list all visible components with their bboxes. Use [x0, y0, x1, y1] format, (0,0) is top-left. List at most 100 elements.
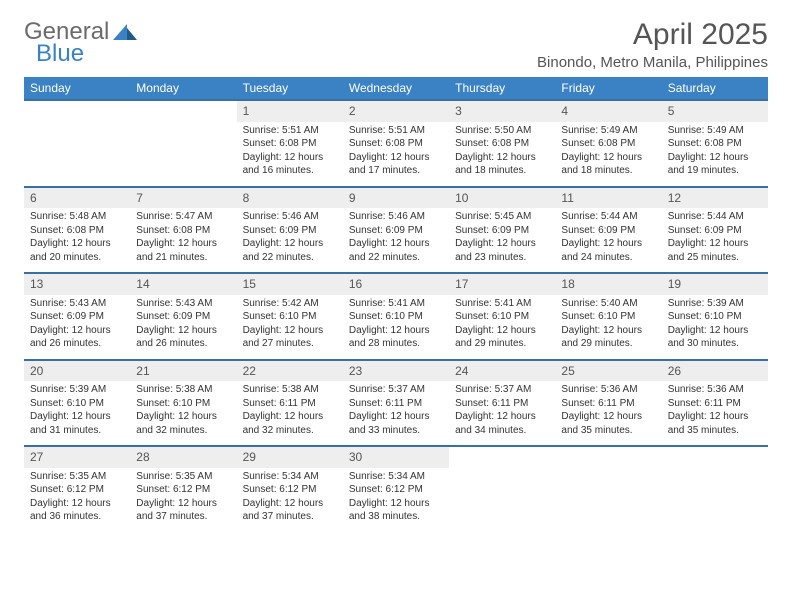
- day-details-cell: Sunrise: 5:35 AMSunset: 6:12 PMDaylight:…: [24, 468, 130, 532]
- sunset-text: Sunset: 6:08 PM: [30, 224, 124, 238]
- day-details-cell: [555, 468, 661, 532]
- sunset-text: Sunset: 6:12 PM: [349, 483, 443, 497]
- sunset-text: Sunset: 6:08 PM: [243, 137, 337, 151]
- sunset-text: Sunset: 6:10 PM: [136, 397, 230, 411]
- day-number: 8: [243, 191, 250, 205]
- logo-word-blue: Blue: [24, 40, 84, 68]
- day-details-cell: Sunrise: 5:46 AMSunset: 6:09 PMDaylight:…: [237, 208, 343, 273]
- day-details-cell: Sunrise: 5:37 AMSunset: 6:11 PMDaylight:…: [449, 381, 555, 446]
- sunrise-text: Sunrise: 5:34 AM: [349, 470, 443, 484]
- sunrise-text: Sunrise: 5:46 AM: [349, 210, 443, 224]
- day-number: 30: [349, 450, 362, 464]
- weekday-header: Friday: [555, 77, 661, 100]
- day-number: 29: [243, 450, 256, 464]
- sunset-text: Sunset: 6:10 PM: [455, 310, 549, 324]
- daylight-text: Daylight: 12 hours and 29 minutes.: [561, 324, 655, 351]
- sunrise-text: Sunrise: 5:45 AM: [455, 210, 549, 224]
- daylight-text: Daylight: 12 hours and 35 minutes.: [561, 410, 655, 437]
- sunrise-text: Sunrise: 5:35 AM: [136, 470, 230, 484]
- details-row: Sunrise: 5:35 AMSunset: 6:12 PMDaylight:…: [24, 468, 768, 532]
- daylight-text: Daylight: 12 hours and 22 minutes.: [243, 237, 337, 264]
- day-number: 18: [561, 277, 574, 291]
- day-number: 2: [349, 104, 356, 118]
- day-number: 15: [243, 277, 256, 291]
- weekday-header-row: SundayMondayTuesdayWednesdayThursdayFrid…: [24, 77, 768, 100]
- day-number-cell: 14: [130, 273, 236, 295]
- day-number-cell: 11: [555, 187, 661, 209]
- daylight-text: Daylight: 12 hours and 29 minutes.: [455, 324, 549, 351]
- day-number-cell: [555, 446, 661, 468]
- daylight-text: Daylight: 12 hours and 25 minutes.: [668, 237, 762, 264]
- header: General Blue April 2025 Binondo, Metro M…: [24, 18, 768, 71]
- sunrise-text: Sunrise: 5:37 AM: [349, 383, 443, 397]
- sunrise-text: Sunrise: 5:40 AM: [561, 297, 655, 311]
- day-number-cell: 3: [449, 100, 555, 122]
- daylight-text: Daylight: 12 hours and 37 minutes.: [136, 497, 230, 524]
- day-number-cell: 13: [24, 273, 130, 295]
- sunrise-text: Sunrise: 5:43 AM: [30, 297, 124, 311]
- sunrise-text: Sunrise: 5:48 AM: [30, 210, 124, 224]
- day-number: 28: [136, 450, 149, 464]
- daylight-text: Daylight: 12 hours and 22 minutes.: [349, 237, 443, 264]
- day-number-cell: [449, 446, 555, 468]
- page-title: April 2025: [537, 18, 768, 52]
- details-row: Sunrise: 5:48 AMSunset: 6:08 PM Daylight:…: [24, 208, 768, 273]
- sunset-text: Sunset: 6:12 PM: [243, 483, 337, 497]
- day-number: 14: [136, 277, 149, 291]
- sunrise-text: Sunrise: 5:47 AM: [136, 210, 230, 224]
- daylight-text: Daylight: 12 hours and 28 minutes.: [349, 324, 443, 351]
- day-number-cell: 17: [449, 273, 555, 295]
- day-details-cell: Sunrise: 5:50 AMSunset: 6:08 PMDaylight:…: [449, 122, 555, 187]
- weekday-header: Monday: [130, 77, 236, 100]
- sunset-text: Sunset: 6:10 PM: [668, 310, 762, 324]
- sunrise-text: Sunrise: 5:35 AM: [30, 470, 124, 484]
- day-details-cell: Sunrise: 5:36 AMSunset: 6:11 PMDaylight:…: [662, 381, 768, 446]
- daynum-row: 6789101112: [24, 187, 768, 209]
- sunset-text: Sunset: 6:09 PM: [136, 310, 230, 324]
- day-number-cell: 27: [24, 446, 130, 468]
- day-details-cell: Sunrise: 5:51 AMSunset: 6:08 PMDaylight:…: [343, 122, 449, 187]
- daylight-text: Daylight: 12 hours and 18 minutes.: [455, 151, 549, 178]
- day-number-cell: 26: [662, 360, 768, 382]
- day-number-cell: 30: [343, 446, 449, 468]
- sunset-text: Sunset: 6:09 PM: [455, 224, 549, 238]
- calendar-table: SundayMondayTuesdayWednesdayThursdayFrid…: [24, 77, 768, 532]
- day-number-cell: 28: [130, 446, 236, 468]
- sunrise-text: Sunrise: 5:42 AM: [243, 297, 337, 311]
- calendar-body: 12345Sunrise: 5:51 AMSunset: 6:08 PMDayl…: [24, 100, 768, 532]
- day-details-cell: Sunrise: 5:38 AMSunset: 6:10 PMDaylight:…: [130, 381, 236, 446]
- day-number: 21: [136, 364, 149, 378]
- sunset-text: Sunset: 6:11 PM: [243, 397, 337, 411]
- daylight-text: Daylight: 12 hours and 17 minutes.: [349, 151, 443, 178]
- day-number-cell: [662, 446, 768, 468]
- day-number-cell: 16: [343, 273, 449, 295]
- sunrise-text: Sunrise: 5:38 AM: [136, 383, 230, 397]
- details-row: Sunrise: 5:43 AMSunset: 6:09 PMDaylight:…: [24, 295, 768, 360]
- logo: General Blue: [24, 18, 139, 68]
- sunset-text: Sunset: 6:08 PM: [668, 137, 762, 151]
- day-number: 25: [561, 364, 574, 378]
- daylight-text: Daylight: 12 hours and 32 minutes.: [243, 410, 337, 437]
- day-number: 5: [668, 104, 675, 118]
- sunset-text: Sunset: 6:12 PM: [136, 483, 230, 497]
- day-number: 16: [349, 277, 362, 291]
- day-number-cell: 9: [343, 187, 449, 209]
- daylight-text: Daylight: 12 hours and 16 minutes.: [243, 151, 337, 178]
- daylight-text: Daylight: 12 hours and 24 minutes.: [561, 237, 655, 264]
- day-details-cell: Sunrise: 5:37 AMSunset: 6:11 PMDaylight:…: [343, 381, 449, 446]
- sunrise-text: Sunrise: 5:46 AM: [243, 210, 337, 224]
- day-details-cell: Sunrise: 5:44 AMSunset: 6:09 PMDaylight:…: [555, 208, 661, 273]
- daylight-text: Daylight: 12 hours and 38 minutes.: [349, 497, 443, 524]
- sunset-text: Sunset: 6:12 PM: [30, 483, 124, 497]
- day-details-cell: Sunrise: 5:41 AMSunset: 6:10 PMDaylight:…: [449, 295, 555, 360]
- sunrise-text: Sunrise: 5:41 AM: [455, 297, 549, 311]
- sunrise-text: Sunrise: 5:36 AM: [561, 383, 655, 397]
- daylight-text: Daylight: 12 hours and 31 minutes.: [30, 410, 124, 437]
- day-number: 20: [30, 364, 43, 378]
- day-number: 10: [455, 191, 468, 205]
- sunrise-text: Sunrise: 5:49 AM: [561, 124, 655, 138]
- day-number-cell: 4: [555, 100, 661, 122]
- daylight-text: Daylight: 12 hours and 26 minutes.: [136, 324, 230, 351]
- day-details-cell: Sunrise: 5:46 AMSunset: 6:09 PMDaylight:…: [343, 208, 449, 273]
- triangle-icon: [113, 24, 139, 40]
